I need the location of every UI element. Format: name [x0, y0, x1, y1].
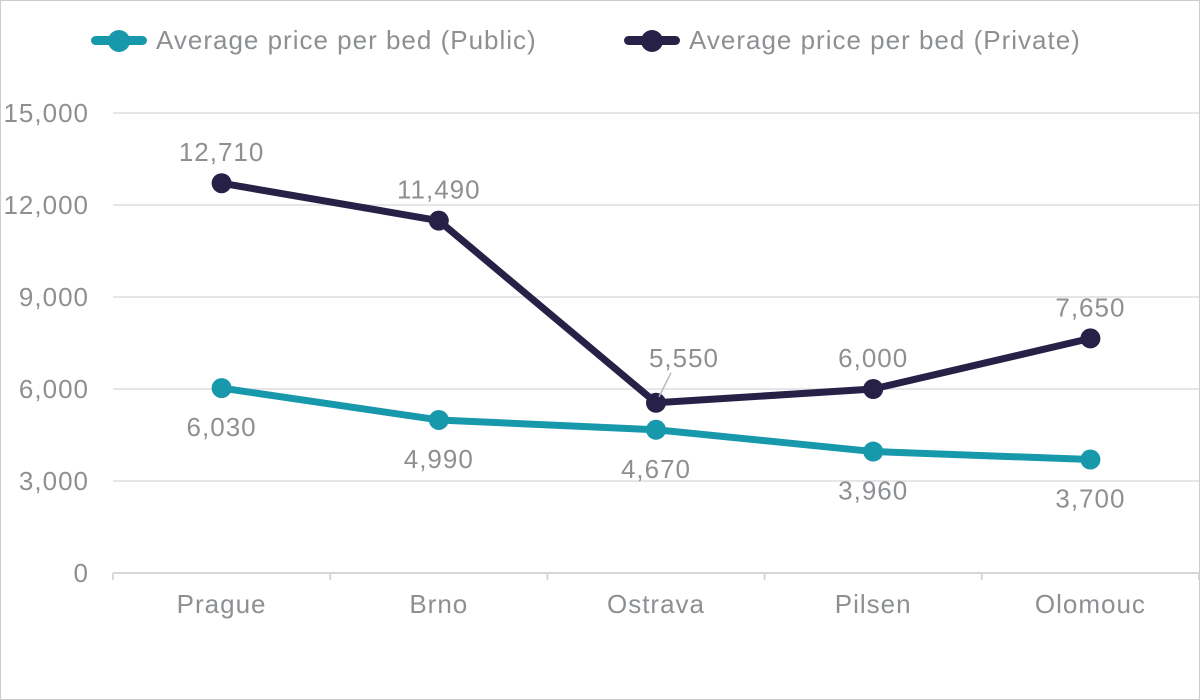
data-point-marker: [646, 419, 666, 440]
y-tick-label: 12,000: [3, 190, 89, 220]
data-point-marker: [1080, 449, 1101, 470]
legend-marker-public-icon: [91, 29, 147, 52]
data-point-marker: [428, 210, 449, 231]
legend-marker-private-icon: [624, 29, 680, 52]
y-tick-label: 9,000: [19, 282, 89, 312]
chart-legend: Average price per bed (Public) Average p…: [1, 1, 1199, 65]
legend-marker-dot-icon: [108, 29, 130, 52]
data-point-marker: [211, 173, 232, 194]
data-label: 3,960: [838, 476, 908, 506]
y-tick-label: 0: [74, 558, 89, 588]
data-point-marker: [211, 378, 232, 399]
y-tick-label: 15,000: [3, 98, 89, 128]
data-label: 3,700: [1055, 484, 1125, 514]
y-tick-label: 6,000: [19, 374, 89, 404]
category-label: Olomouc: [1035, 589, 1146, 619]
data-label: 6,030: [187, 412, 257, 442]
data-label: 6,000: [838, 343, 908, 373]
data-point-marker: [1080, 328, 1101, 349]
data-point-marker: [428, 409, 449, 430]
data-point-marker: [646, 392, 666, 413]
category-label: Prague: [177, 589, 267, 619]
data-label: 11,490: [397, 175, 481, 205]
annotation-leader-line: [658, 372, 672, 398]
legend-marker-dot-icon: [641, 29, 663, 52]
y-tick-label: 3,000: [19, 466, 89, 496]
data-label: 4,990: [404, 444, 474, 474]
data-label: 4,670: [621, 454, 691, 484]
category-label: Pilsen: [835, 589, 912, 619]
legend-item-public[interactable]: Average price per bed (Public): [91, 25, 537, 56]
data-point-marker: [863, 379, 884, 399]
data-label: 7,650: [1055, 292, 1125, 322]
category-label: Ostrava: [607, 589, 705, 619]
data-label: 5,550: [649, 343, 719, 373]
category-label: Brno: [409, 589, 468, 619]
legend-label-public: Average price per bed (Public): [156, 25, 537, 55]
data-label: 12,710: [179, 137, 265, 167]
legend-label-private: Average price per bed (Private): [689, 25, 1081, 55]
data-point-marker: [863, 441, 884, 462]
legend-item-private[interactable]: Average price per bed (Private): [624, 25, 1081, 56]
